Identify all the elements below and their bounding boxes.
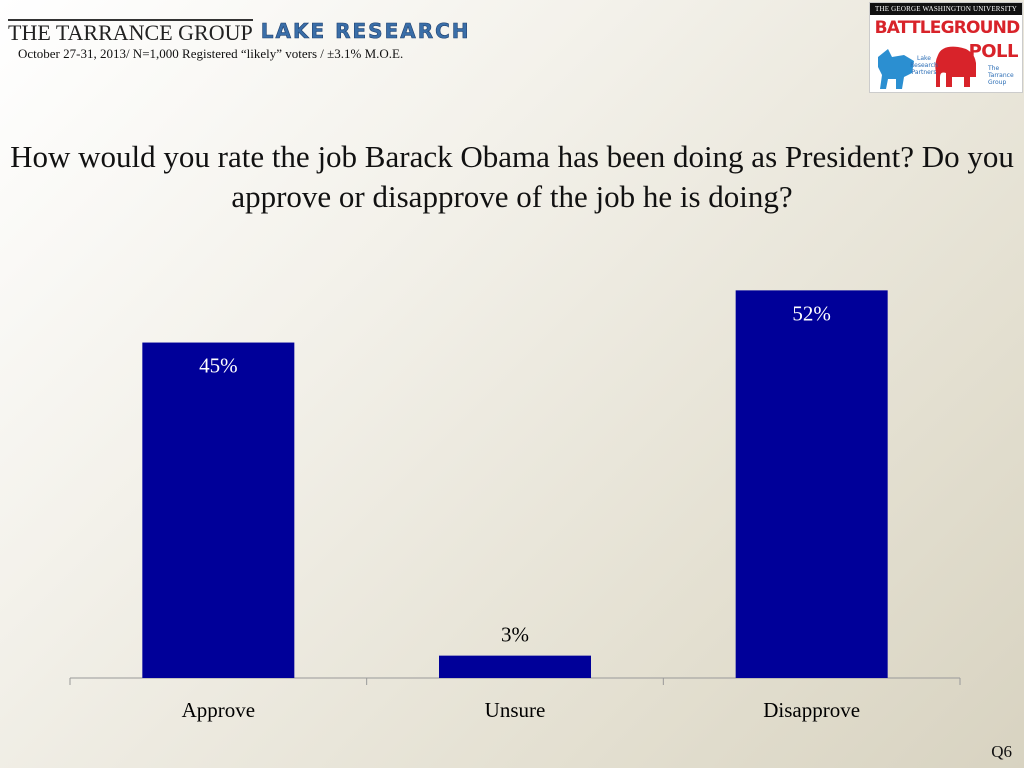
bg-lake-research-text: Lake Research Partners xyxy=(910,55,938,76)
header-logos: THE TARRANCE GROUP LAKE RESEARCH xyxy=(8,18,471,44)
x-tick-label: Unsure xyxy=(485,698,546,722)
bg-university-name: THE GEORGE WASHINGTON UNIVERSITY xyxy=(870,3,1022,15)
elephant-icon xyxy=(935,46,976,87)
donkey-icon xyxy=(878,49,914,89)
bar-unsure xyxy=(439,655,591,678)
x-tick-label: Disapprove xyxy=(763,698,860,722)
data-label: 52% xyxy=(792,301,831,325)
x-tick-label: Approve xyxy=(182,698,255,722)
bg-poll: POLL xyxy=(968,41,1019,62)
survey-meta: October 27-31, 2013/ N=1,000 Registered … xyxy=(18,46,404,61)
lake-research-logo: LAKE RESEARCH xyxy=(260,19,471,44)
data-label: 3% xyxy=(501,623,529,647)
bar-approve xyxy=(142,342,295,678)
tarrance-group-logo: THE TARRANCE GROUP xyxy=(8,18,253,45)
bg-title: BATTLEGROUND xyxy=(874,18,1021,38)
battleground-poll-logo: THE GEORGE WASHINGTON UNIVERSITY BATTLEG… xyxy=(869,2,1023,93)
question-title: How would you rate the job Barack Obama … xyxy=(10,139,1014,214)
bar-disapprove xyxy=(735,290,888,678)
bg-tarrance-text: The Tarrance Group xyxy=(988,65,1014,86)
slide-number: Q6 xyxy=(991,742,1012,761)
data-label: 45% xyxy=(199,354,238,378)
